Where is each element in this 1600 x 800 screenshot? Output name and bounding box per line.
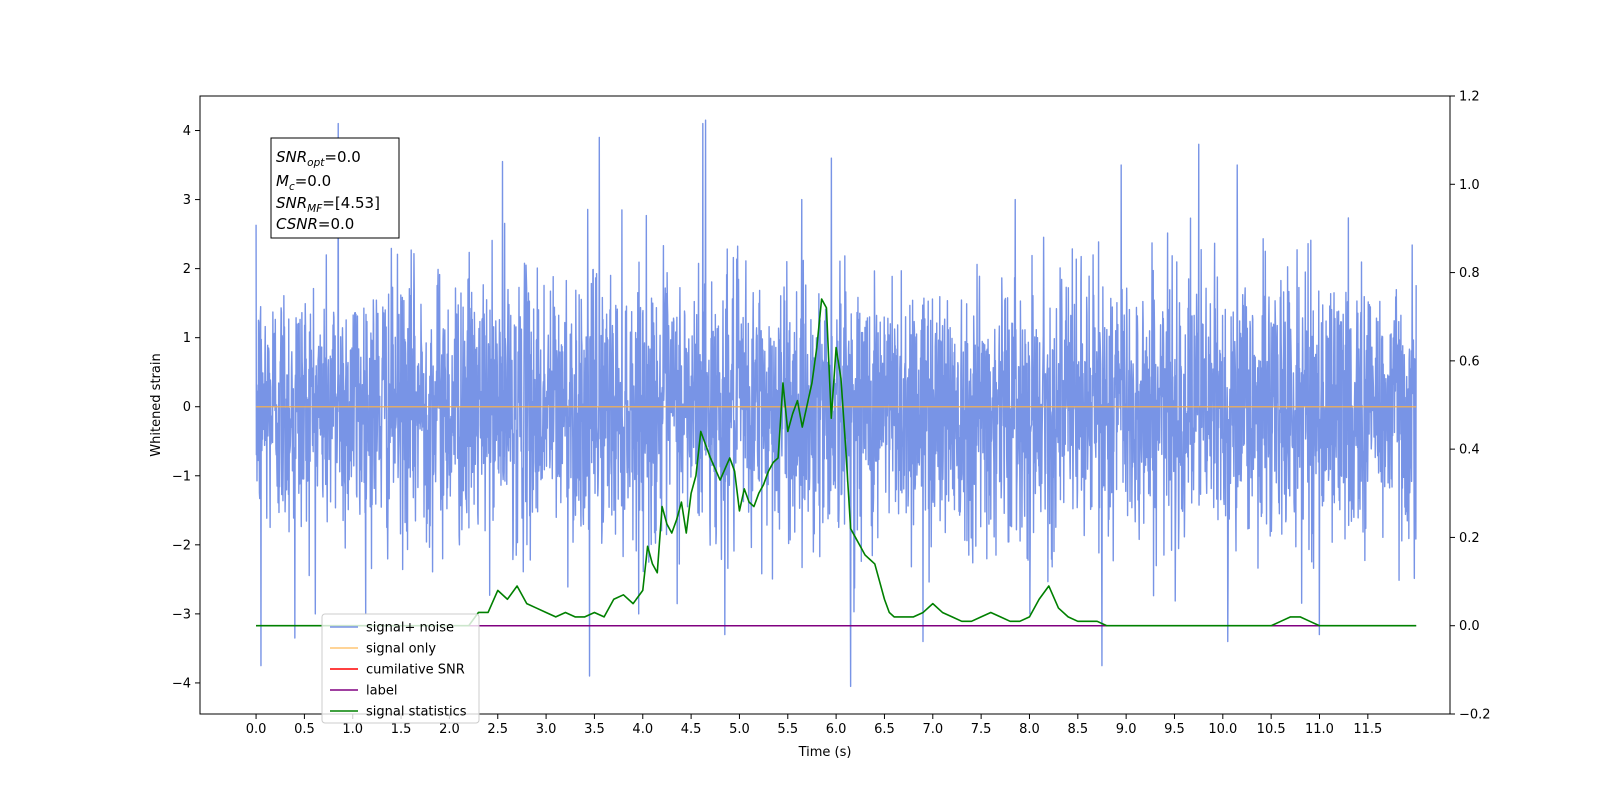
annotation-line: CSNR=0.0: [276, 215, 354, 233]
y-tick-label: −2: [172, 538, 191, 553]
signal-statistics-line: [256, 298, 1417, 627]
x-tick-label: 8.0: [1019, 722, 1040, 737]
annotation-frame: [270, 137, 400, 239]
annotation-subscript: opt: [307, 157, 325, 169]
annotation-line: SNRopt=0.0: [276, 148, 361, 169]
signal-noise-line: [255, 119, 1417, 688]
x-tick-label: 10.5: [1257, 722, 1286, 737]
legend-frame: [321, 613, 480, 724]
y-axis-label: Whitened strain: [149, 353, 164, 456]
y2-tick-label: 0.8: [1459, 266, 1480, 281]
x-tick-label: 9.0: [1116, 722, 1137, 737]
x-tick-label: 5.0: [729, 722, 750, 737]
y-tick-label: −3: [172, 607, 191, 622]
legend-entry: signal+ noise: [366, 621, 454, 636]
y-tick-label: −4: [172, 676, 191, 691]
y2-tick-label: 0.0: [1459, 619, 1480, 634]
annotation-line: SNRMF=[4.53]: [276, 194, 380, 215]
y-tick-label: 4: [183, 124, 191, 139]
annotation-symbol: M: [276, 172, 289, 190]
y2-tick-label: 1.0: [1459, 178, 1480, 193]
x-tick-label: 6.0: [826, 722, 847, 737]
x-tick-label: 4.0: [632, 722, 653, 737]
x-tick-label: 3.0: [536, 722, 557, 737]
y2-axis: 1.2 1.0 0.8 0.6 0.4 0.2 0.0 −0.2: [1450, 90, 1491, 723]
legend: signal+ noise signal only cumilative SNR la…: [321, 613, 480, 724]
x-tick-label: 5.5: [777, 722, 798, 737]
legend-entry: signal statistics: [366, 705, 467, 720]
x-axis-label: Time (s): [798, 745, 852, 760]
annotation-subscript: c: [289, 181, 295, 193]
y2-tick-label: 1.2: [1459, 90, 1480, 105]
x-tick-label: 11.5: [1353, 722, 1382, 737]
x-tick-label: 1.0: [342, 722, 363, 737]
x-tick-label: 9.5: [1164, 722, 1185, 737]
y2-tick-label: 0.6: [1459, 354, 1480, 369]
annotation-value: =[4.53]: [322, 194, 380, 212]
x-tick-label: 11.0: [1305, 722, 1334, 737]
annotation-value: =0.0: [295, 172, 331, 190]
x-tick-label: 4.5: [681, 722, 702, 737]
legend-entry: signal only: [366, 642, 436, 657]
annotation-symbol: CSNR: [276, 215, 318, 233]
y-tick-label: 3: [183, 193, 191, 208]
x-tick-label: 8.5: [1067, 722, 1088, 737]
x-tick-label: 0.5: [294, 722, 315, 737]
x-tick-label: 2.0: [439, 722, 460, 737]
legend-entry: cumilative SNR: [366, 663, 465, 678]
y2-tick-label: 0.4: [1459, 443, 1480, 458]
plot-frame: [199, 95, 1451, 715]
y2-tick-label: −0.2: [1459, 708, 1491, 723]
x-tick-label: 7.5: [971, 722, 992, 737]
y2-tick-label: 0.2: [1459, 531, 1480, 546]
x-tick-label: 0.0: [246, 722, 267, 737]
annotation-line: Mc=0.0: [276, 172, 331, 193]
x-tick-label: 6.5: [874, 722, 895, 737]
y-tick-label: 2: [183, 262, 191, 277]
annotation-symbol: SNR: [276, 148, 307, 166]
legend-entry: label: [366, 684, 397, 699]
y-tick-label: 1: [183, 331, 191, 346]
x-axis: 0.0 0.5 1.0 1.5 2.0 2.5 3.0 3.5 4.0 4.5 5.0 5.5 6.0 6…: [246, 714, 1382, 737]
annotation-value: =0.0: [324, 148, 360, 166]
x-tick-label: 3.5: [584, 722, 605, 737]
x-tick-label: 2.5: [487, 722, 508, 737]
annotation-value: =0.0: [318, 215, 354, 233]
series-layer: [255, 119, 1417, 688]
y-tick-label: 0: [183, 400, 191, 415]
annotation-subscript: MF: [307, 203, 323, 215]
annotation-symbol: SNR: [276, 194, 307, 212]
x-tick-label: 1.5: [391, 722, 412, 737]
y-axis: 4 3 2 1 0 −1 −2 −3 −4: [172, 124, 200, 691]
x-tick-label: 7.0: [922, 722, 943, 737]
x-tick-label: 10.0: [1208, 722, 1237, 737]
y-tick-label: −1: [172, 469, 191, 484]
